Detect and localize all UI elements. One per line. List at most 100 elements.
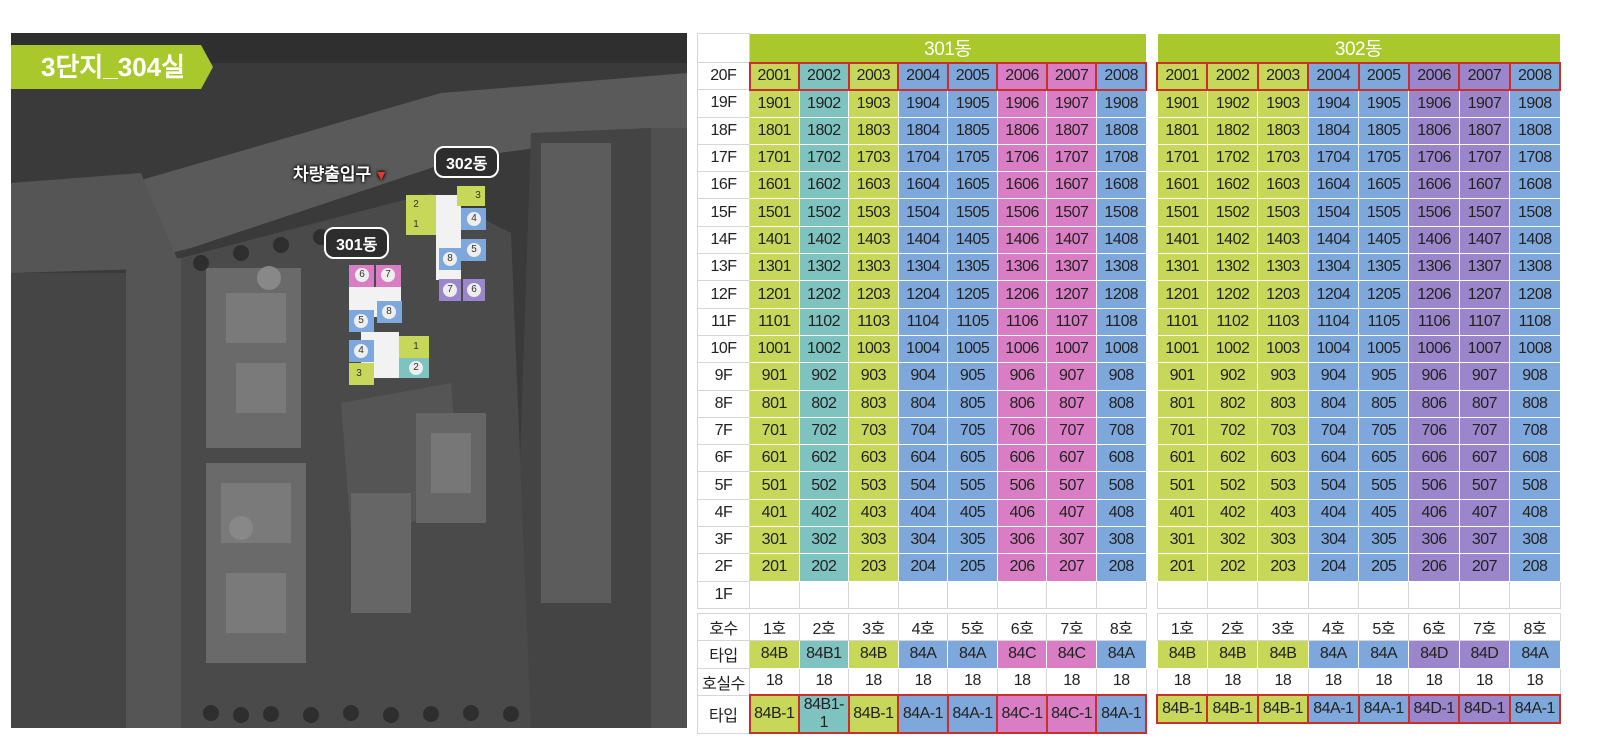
unit-cell: 306 [996, 526, 1048, 555]
type-row-cell: 84A [1509, 640, 1561, 669]
unit-cell: 401 [749, 498, 800, 528]
row-label: 타입 [697, 640, 750, 669]
unit-number-row-cell: 4호 [897, 612, 949, 642]
unit-cell: 1505 [1357, 198, 1410, 227]
building-header: 301동 [749, 33, 1147, 63]
unit-cell: 708 [1095, 416, 1147, 446]
unit-cell: 407 [1046, 498, 1097, 528]
count-row-cell: 18 [1046, 667, 1097, 696]
table-row: 14F 1401 1402 1403 1404 1405 1406 1407 1408 [697, 225, 1147, 255]
unit-cell: 1005 [1357, 334, 1410, 364]
unit-cell: 901 [749, 362, 800, 391]
unit-number-row-cell: 5호 [1357, 612, 1410, 642]
type-row-cell: 84C [996, 640, 1048, 669]
type-row-cell: 84C [1046, 640, 1097, 669]
unit-cell: 1502 [1206, 198, 1259, 227]
unit-cell [749, 580, 800, 609]
unit-cell: 607 [1458, 444, 1511, 473]
table-row: 1401 1402 1403 1404 1405 1406 1407 1408 [1156, 225, 1561, 255]
unit-cell: 1708 [1095, 143, 1147, 173]
unit-cell: 1801 [1156, 116, 1208, 145]
type-row-cell: 84B [1206, 640, 1259, 669]
unit-cell: 706 [996, 416, 1048, 446]
unit-cell: 1608 [1095, 171, 1147, 200]
unit-cell: 1408 [1095, 225, 1147, 255]
floor-label: 6F [697, 444, 750, 473]
unit-cell: 901 [1156, 362, 1208, 391]
unit-cell: 1908 [1509, 89, 1561, 118]
building-header: 302동 [1156, 33, 1561, 63]
unit-cell: 1501 [1156, 198, 1208, 227]
unit-cell: 404 [1307, 498, 1360, 528]
unit-cell: 303 [848, 526, 899, 555]
unit-cell: 505 [947, 471, 998, 500]
unit-cell: 902 [1206, 362, 1259, 391]
unit-cell: 402 [1206, 498, 1259, 528]
unit-cell: 1707 [1458, 143, 1511, 173]
unit-cell: 2004 [897, 61, 949, 91]
type-full-row-cell: 84B1-1 [798, 694, 850, 735]
unit-cell: 1401 [1156, 225, 1208, 255]
count-row-cell: 18 [1307, 667, 1360, 696]
unit-cell: 1806 [1408, 116, 1460, 145]
unit-cell: 1306 [1408, 253, 1460, 282]
unit-cell [996, 580, 1048, 609]
unit-cell: 1907 [1046, 89, 1097, 118]
unit-cell: 1202 [798, 280, 850, 309]
unit-cell: 1504 [897, 198, 949, 227]
table-row: 18F 1801 1802 1803 1804 1805 1806 1807 1808 [697, 116, 1147, 145]
site-map-drawing [11, 33, 687, 728]
table-row: 10F 1001 1002 1003 1004 1005 1006 1007 1008 [697, 334, 1147, 364]
unit-cell: 702 [798, 416, 850, 446]
unit-cell: 1506 [1408, 198, 1460, 227]
unit-cell: 1702 [1206, 143, 1259, 173]
unit-cell: 1407 [1458, 225, 1511, 255]
unit-cell: 2006 [996, 61, 1048, 91]
floor-label: 10F [697, 334, 750, 364]
unit-cell: 1205 [1357, 280, 1410, 309]
floor-label: 12F [697, 280, 750, 309]
unit-cell: 207 [1046, 553, 1097, 582]
table-row: 11F 1101 1102 1103 1104 1105 1106 1107 1108 [697, 307, 1147, 336]
unit-cell: 501 [1156, 471, 1208, 500]
unit-cell: 1904 [1307, 89, 1360, 118]
unit-cell: 1902 [1206, 89, 1259, 118]
floor-label: 9F [697, 362, 750, 391]
unit-cell: 1101 [749, 307, 800, 336]
unit-cell: 205 [1357, 553, 1410, 582]
unit-cell: 604 [897, 444, 949, 473]
unit-cell: 1008 [1509, 334, 1561, 364]
unit-cell: 1806 [996, 116, 1048, 145]
unit-cell [1307, 580, 1360, 609]
type-row-cell: 84A [1095, 640, 1147, 669]
unit-cell [1046, 580, 1097, 609]
unit-cell [1095, 580, 1147, 609]
unit-cell: 703 [1257, 416, 1309, 446]
unit-cell: 1805 [1357, 116, 1410, 145]
unit-cell: 1302 [1206, 253, 1259, 282]
unit-cell: 2006 [1407, 61, 1461, 91]
floor-label: 18F [697, 116, 750, 145]
unit-cell: 1604 [1307, 171, 1360, 200]
unit-cell: 507 [1458, 471, 1511, 500]
table-row: 1F [697, 580, 1147, 609]
type-full-row-cell: 84D-1 [1458, 694, 1511, 724]
table-row: 1501 1502 1503 1504 1505 1506 1507 1508 [1156, 198, 1561, 227]
unit-cell: 2008 [1508, 61, 1562, 91]
floor-label: 5F [697, 471, 750, 500]
unit-cell: 707 [1046, 416, 1097, 446]
unit-cell: 1605 [1357, 171, 1410, 200]
unit-cell: 1703 [848, 143, 899, 173]
type-row-cell: 84D [1458, 640, 1511, 669]
row-label: 호수 [697, 612, 750, 642]
badge-302-3: 3 [475, 190, 481, 201]
unit-cell: 301 [1156, 526, 1208, 555]
unit-cell: 702 [1206, 416, 1259, 446]
floor-label: 4F [697, 498, 750, 528]
unit-cell: 1402 [1206, 225, 1259, 255]
unit-cell: 607 [1046, 444, 1097, 473]
type-row-cell: 84B [848, 640, 899, 669]
unit-cell: 1001 [1156, 334, 1208, 364]
unit-cell: 1303 [1257, 253, 1309, 282]
unit-cell: 1505 [947, 198, 998, 227]
